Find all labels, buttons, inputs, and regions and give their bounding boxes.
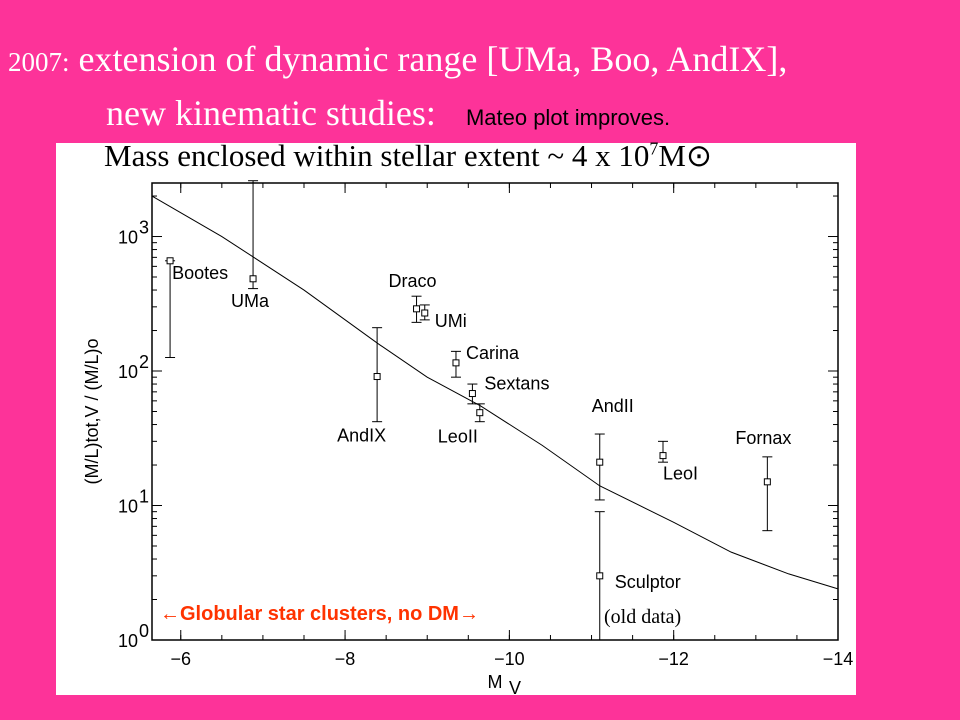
x-tick-label: −14 — [823, 649, 854, 669]
plot-frame — [151, 182, 839, 641]
y-tick-label: 10 — [118, 362, 138, 382]
note: Mateo plot improves. — [465, 105, 671, 130]
title-text: extension of dynamic range [UMa, Boo, An… — [69, 39, 788, 79]
slide-title-line2: new kinematic studies: Mateo plot improve… — [106, 92, 670, 134]
point-label-Fornax: Fornax — [735, 428, 791, 448]
y-tick-label: 10 — [118, 497, 138, 517]
point-label-Bootes: Bootes — [172, 263, 228, 283]
data-point-UMa — [249, 275, 257, 283]
data-point-LeoI — [659, 452, 667, 460]
data-point-Carina — [452, 359, 460, 367]
chart-title: Mass enclosed within stellar extent ~ 4 … — [104, 138, 712, 174]
slide-title-line1: 2007: extension of dynamic range [UMa, B… — [8, 38, 787, 80]
y-tick-exp: 0 — [139, 621, 149, 641]
data-point-AndIX — [373, 373, 381, 381]
data-point-LeoII — [476, 409, 484, 417]
data-point-Sextans — [468, 390, 476, 398]
point-label-Draco: Draco — [389, 271, 437, 291]
point-label-LeoII: LeoII — [438, 427, 478, 447]
y-tick-exp: 1 — [139, 487, 149, 507]
year: 2007: — [8, 47, 70, 77]
data-point-Fornax — [763, 478, 771, 486]
y-tick-exp: 3 — [139, 218, 149, 238]
x-tick-label: −8 — [335, 649, 356, 669]
data-point-AndII — [596, 458, 604, 466]
x-tick-label: −12 — [658, 649, 689, 669]
data-point-Draco — [413, 305, 421, 313]
chart-title-unit: M⊙ — [658, 138, 712, 173]
old-data-annotation: (old data) — [604, 606, 681, 628]
chart-panel — [56, 143, 856, 695]
x-axis-label: M — [488, 672, 503, 692]
globular-annotation: ←Globular star clusters, no DM→ — [160, 603, 479, 625]
x-tick-label: −10 — [494, 649, 525, 669]
y-tick-label: 10 — [118, 631, 138, 651]
point-label-Sculptor: Sculptor — [615, 572, 681, 592]
data-point-Bootes — [166, 257, 174, 265]
y-tick-exp: 2 — [139, 352, 149, 372]
point-label-AndIX: AndIX — [337, 426, 386, 446]
model-curve — [151, 195, 839, 590]
point-label-UMa: UMa — [231, 291, 270, 311]
y-axis-label: (M/L)tot,V / (M/L)o — [82, 338, 102, 484]
y-tick-label: 10 — [118, 228, 138, 248]
title-text-2: new kinematic studies: — [106, 93, 436, 133]
data-point-Sculptor — [596, 572, 604, 580]
point-label-AndII: AndII — [592, 396, 634, 416]
point-label-UMi: UMi — [435, 311, 467, 331]
point-label-Carina: Carina — [466, 343, 520, 363]
data-point-UMi — [421, 309, 429, 317]
x-tick-label: −6 — [170, 649, 191, 669]
point-label-Sextans: Sextans — [484, 374, 549, 394]
point-label-LeoI: LeoI — [663, 464, 698, 484]
chart-title-text: Mass enclosed within stellar extent ~ 4 … — [104, 138, 650, 173]
chart-title-exp: 7 — [649, 138, 659, 159]
x-axis-label-sub: V — [509, 678, 521, 698]
